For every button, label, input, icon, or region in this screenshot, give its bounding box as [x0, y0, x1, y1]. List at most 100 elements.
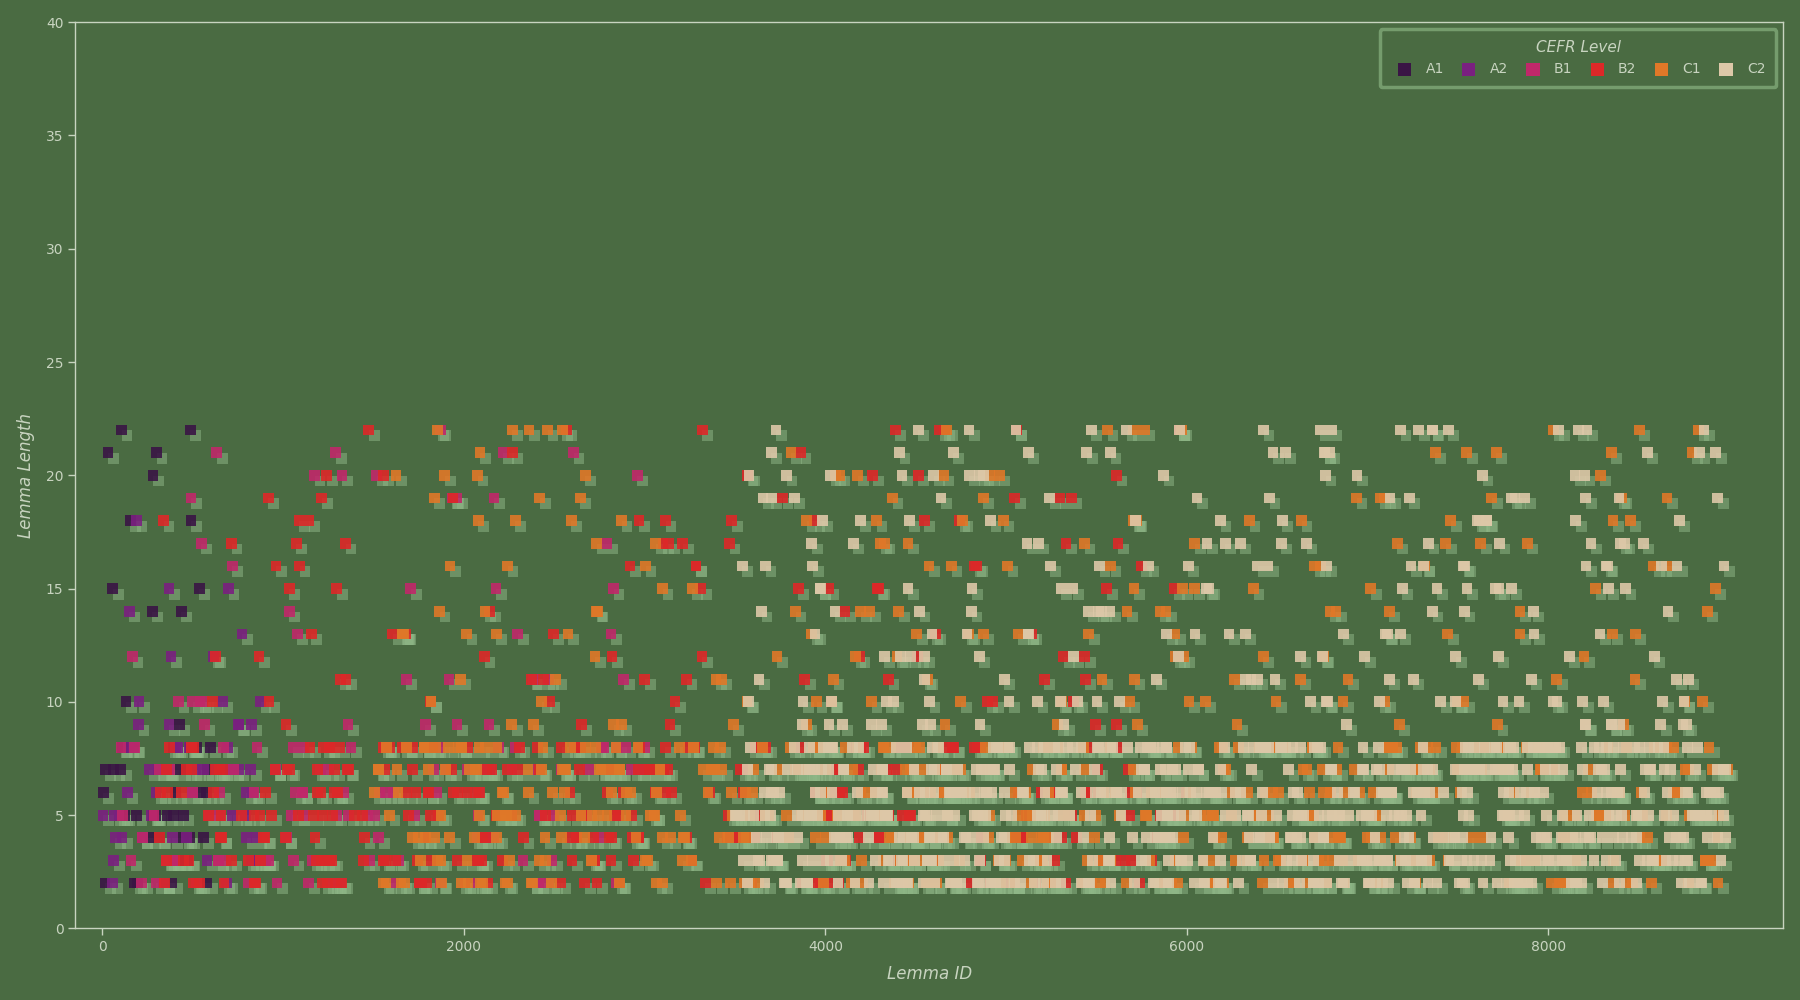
Point: [832, 790, 860, 806]
Point: [1701, 790, 1730, 806]
C1: [369, 875, 398, 891]
Point: [812, 790, 841, 806]
C2: [1379, 762, 1408, 778]
Point: [1314, 858, 1343, 874]
C1: [968, 807, 997, 823]
C1: [794, 762, 823, 778]
C2: [1255, 739, 1283, 755]
Point: [1305, 745, 1334, 761]
Point: [1535, 767, 1564, 783]
C1: [427, 875, 455, 891]
Point: [1132, 564, 1161, 580]
C2: [1175, 739, 1204, 755]
Point: [769, 858, 797, 874]
Point: [644, 813, 673, 829]
C1: [1114, 694, 1143, 710]
Point: [1481, 835, 1510, 851]
C1: [1627, 807, 1656, 823]
Point: [598, 541, 626, 557]
Point: [1582, 541, 1611, 557]
C2: [1490, 807, 1519, 823]
Point: [155, 518, 184, 534]
Point: [1085, 767, 1114, 783]
Point: [1179, 858, 1208, 874]
C2: [1157, 762, 1186, 778]
Point: [1132, 745, 1161, 761]
C2: [1107, 784, 1136, 800]
A2: [225, 762, 254, 778]
C2: [967, 762, 995, 778]
B2: [590, 762, 619, 778]
C1: [599, 717, 628, 733]
C2: [1672, 717, 1701, 733]
C1: [1613, 739, 1642, 755]
C1: [1262, 694, 1291, 710]
Point: [1102, 609, 1130, 625]
B1: [396, 581, 425, 597]
B2: [979, 694, 1008, 710]
Point: [1535, 858, 1564, 874]
C2: [797, 762, 826, 778]
B2: [999, 875, 1028, 891]
Point: [1575, 473, 1604, 489]
B2: [1172, 784, 1201, 800]
C1: [1309, 784, 1337, 800]
C1: [844, 739, 873, 755]
Point: [970, 881, 999, 897]
C1: [1255, 807, 1283, 823]
C1: [1249, 852, 1278, 868]
Point: [898, 790, 927, 806]
Point: [247, 858, 275, 874]
Point: [394, 632, 423, 648]
Point: [1379, 745, 1408, 761]
Point: [1305, 835, 1334, 851]
C2: [1453, 762, 1481, 778]
Point: [850, 745, 878, 761]
C2: [1465, 762, 1494, 778]
C1: [679, 581, 707, 597]
Point: [653, 881, 682, 897]
Point: [104, 858, 133, 874]
A1: [139, 807, 167, 823]
B1: [434, 671, 463, 687]
C1: [500, 807, 529, 823]
A2: [232, 784, 261, 800]
Point: [810, 881, 839, 897]
B2: [153, 852, 182, 868]
Point: [945, 790, 974, 806]
C1: [781, 762, 810, 778]
Point: [1033, 835, 1062, 851]
Point: [1532, 767, 1561, 783]
C1: [1017, 807, 1046, 823]
C2: [1514, 739, 1543, 755]
C2: [1166, 807, 1195, 823]
Point: [1082, 813, 1111, 829]
B2: [202, 649, 230, 665]
Point: [187, 881, 216, 897]
Point: [1129, 790, 1157, 806]
C2: [1048, 581, 1076, 597]
B2: [261, 558, 290, 574]
B2: [205, 762, 234, 778]
B2: [817, 694, 846, 710]
C1: [781, 603, 810, 619]
Point: [1249, 677, 1278, 693]
Point: [1391, 858, 1420, 874]
B2: [247, 852, 275, 868]
C2: [1654, 603, 1683, 619]
C1: [869, 852, 898, 868]
Point: [1346, 790, 1375, 806]
Point: [1712, 858, 1741, 874]
Point: [1566, 518, 1595, 534]
Point: [1152, 813, 1181, 829]
Point: [983, 790, 1012, 806]
Point: [468, 767, 497, 783]
C2: [801, 762, 830, 778]
Point: [481, 609, 509, 625]
C1: [976, 807, 1004, 823]
Point: [416, 745, 445, 761]
B1: [437, 490, 466, 506]
C2: [772, 467, 801, 483]
C2: [846, 513, 875, 529]
Point: [1712, 767, 1741, 783]
